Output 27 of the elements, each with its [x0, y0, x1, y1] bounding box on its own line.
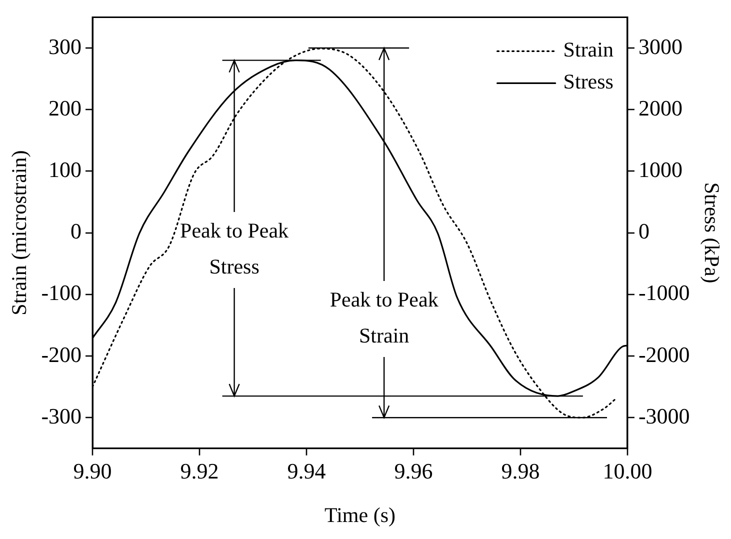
y2-tick-label: 3000	[638, 34, 682, 59]
y-tick-label: 300	[48, 34, 82, 59]
x-tick-label: 9.96	[394, 458, 433, 484]
x-tick-label: 9.94	[287, 458, 326, 484]
y2-tick-label: -2000	[638, 342, 690, 367]
y2-tick-label: 2000	[638, 95, 682, 120]
y2-axis-title: Stress (kPa)	[700, 182, 724, 284]
y-tick-label: -100	[41, 280, 82, 306]
annotation: Peak to Peak Strain	[330, 288, 439, 348]
y-tick-label: 0	[70, 218, 82, 244]
y-tick-label: 200	[48, 95, 82, 120]
x-tick-label: 10.00	[602, 458, 652, 484]
y-axis-title: Strain (microstrain)	[7, 150, 32, 316]
y2-tick-label: -1000	[638, 280, 690, 306]
legend-label: Strain	[563, 38, 614, 62]
x-tick-label: 9.90	[73, 458, 112, 484]
x-tick-label: 9.98	[501, 458, 540, 484]
y2-tick-label: 0	[638, 218, 650, 244]
legend-label: Stress	[563, 70, 614, 94]
y2-tick-label: -3000	[638, 403, 690, 428]
annotation: Peak to Peak Stress	[180, 218, 290, 279]
x-tick-label: 9.92	[180, 458, 219, 484]
y2-tick-label: 1000	[638, 156, 682, 182]
y-tick-label: -200	[41, 342, 82, 367]
x-axis-title: Time (s)	[324, 502, 396, 527]
y-tick-label: -300	[41, 403, 82, 428]
y-tick-label: 100	[48, 156, 82, 182]
